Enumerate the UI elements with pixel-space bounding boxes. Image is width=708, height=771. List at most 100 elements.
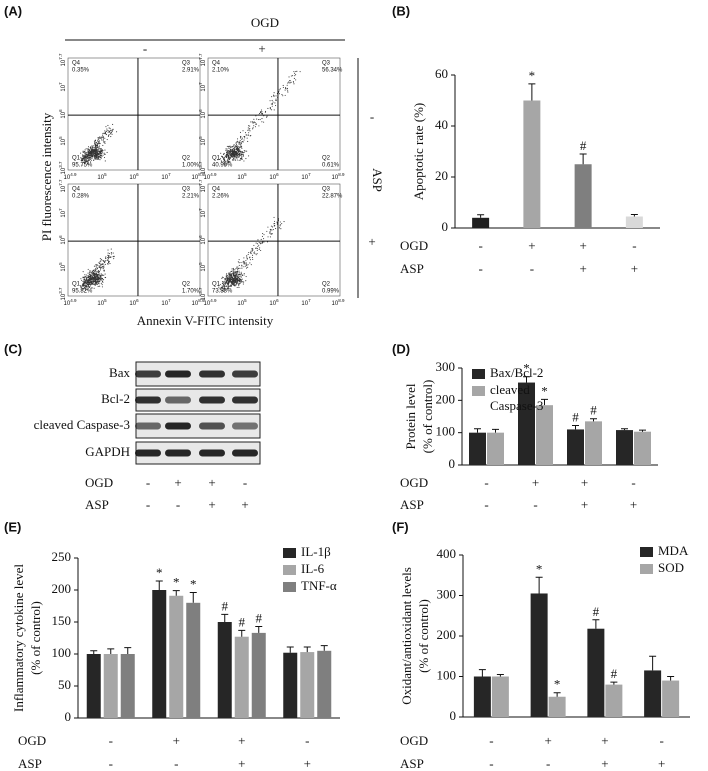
tick-base: 10 <box>201 84 207 91</box>
tick-base: 10 <box>201 185 207 192</box>
dot <box>98 153 100 155</box>
legend-swatch <box>283 582 296 592</box>
dot <box>102 139 104 141</box>
condition-name: OGD <box>85 475 113 490</box>
dot <box>89 281 91 283</box>
dot <box>254 253 256 255</box>
dot <box>104 132 106 134</box>
quadrant-name: Q2 <box>182 156 191 162</box>
dot <box>91 155 94 157</box>
dot <box>266 116 268 118</box>
dot <box>87 154 89 156</box>
condition-sign: + <box>579 238 586 253</box>
condition-sign: + <box>238 756 245 771</box>
dot <box>108 260 110 262</box>
quadrant-name: Q3 <box>182 61 191 67</box>
dot <box>228 276 230 278</box>
dot <box>248 155 250 157</box>
dot <box>273 109 275 111</box>
dot <box>260 238 262 241</box>
dot <box>241 158 243 160</box>
dot <box>97 275 99 277</box>
dot <box>294 72 296 74</box>
dot <box>261 121 263 123</box>
y-tick-label: 60 <box>435 66 448 81</box>
dot <box>236 281 238 283</box>
condition-name: ASP <box>400 261 424 276</box>
dot <box>223 159 225 161</box>
dot <box>239 155 241 157</box>
y-tick-label: 200 <box>52 581 72 596</box>
dot <box>83 282 85 284</box>
dot <box>232 156 234 158</box>
dot <box>235 281 237 283</box>
dot <box>241 141 243 143</box>
y-tick-label: 0 <box>442 219 449 234</box>
dot <box>245 262 247 264</box>
condition-sign: - <box>546 756 550 771</box>
dot <box>108 134 110 136</box>
dot <box>89 158 91 160</box>
dot <box>237 151 239 153</box>
dot <box>224 289 227 291</box>
dot <box>227 284 229 286</box>
dot <box>98 140 100 142</box>
dot <box>267 226 269 228</box>
dot <box>228 277 230 279</box>
dot <box>86 289 88 291</box>
dot <box>228 150 231 152</box>
dot <box>258 118 260 121</box>
dot <box>236 144 238 147</box>
dot <box>240 137 242 139</box>
tick-base: 10 <box>269 301 276 307</box>
dot <box>228 149 230 152</box>
condition-sign: + <box>601 756 608 771</box>
dot <box>96 274 99 276</box>
dot <box>87 157 89 159</box>
dot <box>246 255 248 257</box>
dot <box>99 150 101 152</box>
dot <box>223 160 226 162</box>
plot-frame <box>207 183 341 297</box>
dot <box>94 146 96 148</box>
dot <box>230 278 232 280</box>
dot <box>232 158 234 160</box>
tick-base: 10 <box>61 111 67 118</box>
bar <box>548 696 566 717</box>
dot <box>108 134 110 137</box>
tick-exponent: 5 <box>104 298 107 303</box>
y-tick-label: 105 <box>198 136 207 146</box>
dot <box>245 267 248 269</box>
dot <box>222 287 224 289</box>
dot <box>102 134 104 136</box>
significance-mark: * <box>536 561 543 576</box>
dot <box>93 265 95 267</box>
dot <box>95 157 97 160</box>
treatment-sign: + <box>368 234 375 249</box>
dot <box>256 243 259 245</box>
dot <box>226 280 228 282</box>
dot <box>261 235 263 237</box>
dot <box>98 263 100 265</box>
dot <box>97 277 99 279</box>
error-bar <box>610 681 618 685</box>
dot <box>234 271 236 273</box>
dot <box>81 284 84 286</box>
dot <box>271 103 273 105</box>
dot <box>226 282 228 284</box>
dot <box>292 75 294 77</box>
dot <box>87 161 89 163</box>
bar <box>103 654 118 718</box>
dot <box>275 105 277 107</box>
error-bar <box>579 153 587 165</box>
dot <box>104 153 106 155</box>
dot <box>98 158 100 160</box>
dot <box>98 142 100 144</box>
quadrant-percent: 2.10% <box>212 68 230 74</box>
dot <box>106 129 108 131</box>
dot <box>293 83 295 85</box>
dot <box>237 283 239 285</box>
x-tick-label: 108.9 <box>332 172 345 181</box>
quadrant-percent: 22.87% <box>322 194 343 200</box>
dot <box>248 129 250 131</box>
